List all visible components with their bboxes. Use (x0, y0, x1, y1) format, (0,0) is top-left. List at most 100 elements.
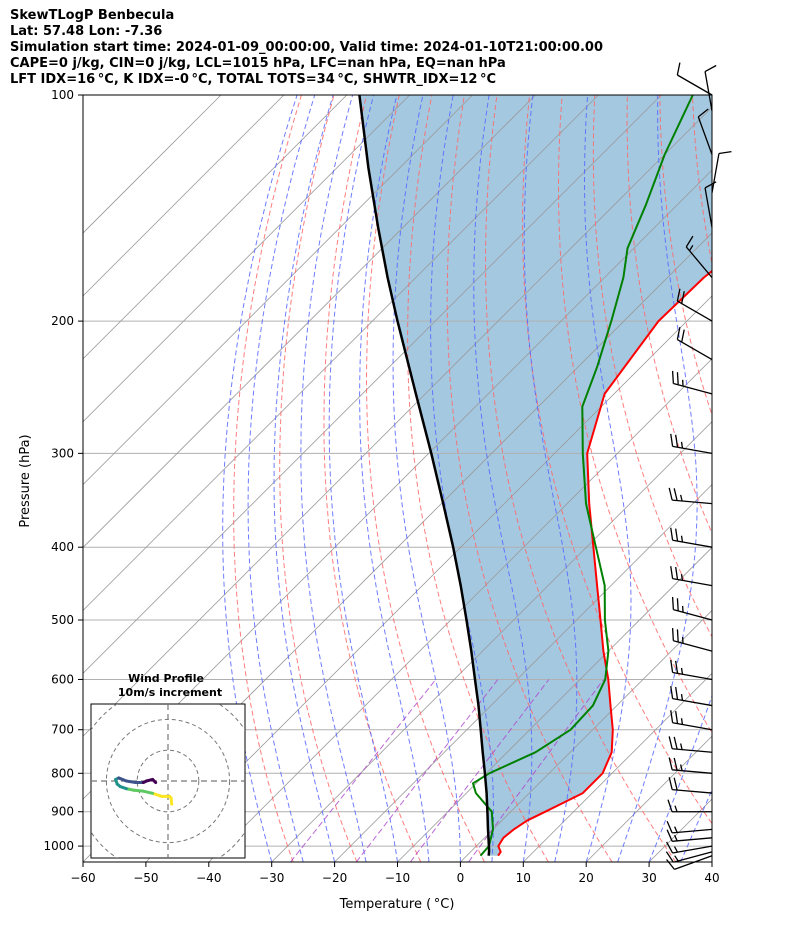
x-tick-label: −20 (322, 871, 347, 885)
y-tick-label: 1000 (43, 839, 74, 853)
dry-adiabat (758, 95, 794, 862)
y-axis-label: Pressure (hPa) (18, 434, 33, 527)
wind-barb-flag (671, 370, 675, 384)
wind-barb-flag (670, 659, 674, 673)
moist-adiabat (300, 95, 367, 862)
moist-adiabat (273, 95, 336, 862)
wind-barb-half-flag (680, 441, 684, 449)
wind-barb-half-flag (680, 535, 684, 543)
dry-adiabat (233, 95, 302, 862)
moist-adiabat (617, 95, 698, 862)
wind-barb-flag (666, 820, 673, 834)
y-tick-label: 400 (51, 540, 74, 554)
wind-barb-half-flag (688, 245, 694, 252)
wind-barb-staff (697, 116, 713, 155)
x-axis-label: Temperature ( °C) (339, 897, 455, 912)
wind-barb (670, 710, 713, 731)
wind-barb (667, 799, 712, 813)
wind-barb-flag (670, 433, 674, 447)
time-line: Simulation start time: 2024-01-09_00:00:… (10, 40, 603, 55)
hodograph-segment (141, 789, 155, 795)
wind-barb (711, 151, 732, 194)
moist-adiabat (247, 95, 316, 862)
cape-cin-fill (359, 95, 712, 856)
x-tick-label: −50 (133, 871, 158, 885)
wind-barb-staff (673, 640, 713, 652)
hodograph-inset: Wind Profile 10m/s increment (90, 672, 246, 859)
wind-barb (671, 628, 713, 652)
wind-barb-flag (666, 859, 675, 870)
wind-barb (697, 108, 713, 155)
isotherm-gridline (775, 95, 794, 862)
wind-barb (666, 829, 713, 842)
x-tick-label: 10 (516, 871, 531, 885)
mixing-ratio-line (409, 679, 550, 862)
wind-barb (670, 686, 713, 707)
dry-adiabat (557, 95, 712, 734)
wind-barb-flag (666, 829, 673, 842)
dry-adiabat (592, 95, 712, 638)
wind-barb (666, 841, 713, 854)
hodograph-subtitle: 10m/s increment (118, 686, 222, 699)
wind-barb (668, 736, 713, 753)
wind-barb-flag (675, 434, 679, 448)
wind-barb-flag (675, 566, 679, 580)
wind-barb (668, 757, 713, 774)
wind-barb-staff (677, 300, 713, 322)
wind-barb-half-flag (674, 805, 678, 812)
moist-adiabat (583, 95, 632, 862)
y-tick-label: 200 (51, 314, 74, 328)
wind-barb-staff (672, 539, 713, 548)
wind-barb-staff (672, 671, 713, 681)
wind-barb-half-flag (680, 764, 683, 771)
dry-adiabat (725, 95, 794, 862)
wind-barb-flag (668, 757, 673, 770)
temperature-line (497, 269, 712, 857)
wind-barb-half-flag (674, 826, 678, 833)
wind-barb-half-flag (673, 846, 679, 853)
wind-barb (685, 235, 713, 278)
isotherm-gridline (83, 95, 599, 611)
mixing-ratio-line (290, 679, 437, 862)
isotherm-gridline (145, 295, 712, 862)
wind-barb-staff (672, 769, 713, 774)
wind-barb-flag (675, 528, 679, 542)
wind-barb-flag (685, 235, 694, 248)
wind-barb-staff (672, 578, 713, 587)
dry-adiabat (522, 95, 712, 825)
isotherm-gridline (83, 95, 222, 234)
y-tick-label: 100 (51, 88, 74, 102)
wind-barb-flag (675, 686, 679, 700)
moist-adiabat (222, 95, 298, 862)
wind-barb-staff (677, 338, 713, 361)
wind-barb-flag (673, 736, 678, 750)
isotherm-gridline (83, 95, 285, 297)
isotherm-gridline (523, 672, 712, 862)
wind-barb-staff (672, 722, 713, 731)
location-line: Lat: 57.48 Lon: -7.36 (10, 24, 163, 39)
wind-barb (670, 659, 713, 681)
wind-barb-staff (677, 74, 713, 96)
isotherm-gridline (83, 95, 536, 549)
wind-barb-staff (672, 788, 713, 794)
wind-barb-flag (681, 329, 685, 343)
dewpoint-line (472, 95, 694, 857)
wind-barb-flag (668, 736, 673, 749)
isotherm-gridline (460, 609, 712, 862)
wind-barb-half-flag (680, 743, 683, 750)
wind-barb-flag (673, 488, 678, 501)
wind-barb-flag (675, 711, 679, 724)
parcel-line (358, 95, 491, 856)
wind-barb-half-flag (680, 667, 684, 675)
y-tick-label: 600 (51, 672, 74, 686)
wind-barb-flag (675, 660, 679, 674)
moist-adiabat (648, 694, 712, 862)
wind-barb-staff (672, 697, 713, 707)
wind-barb-staff (672, 748, 713, 753)
x-tick-label: 20 (579, 871, 594, 885)
wind-barb (668, 777, 713, 794)
wind-barb-flag (676, 372, 679, 385)
dry-adiabat (484, 95, 677, 862)
chart-title-block: SkewTLogP Benbecula Lat: 57.48 Lon: -7.3… (10, 8, 603, 88)
